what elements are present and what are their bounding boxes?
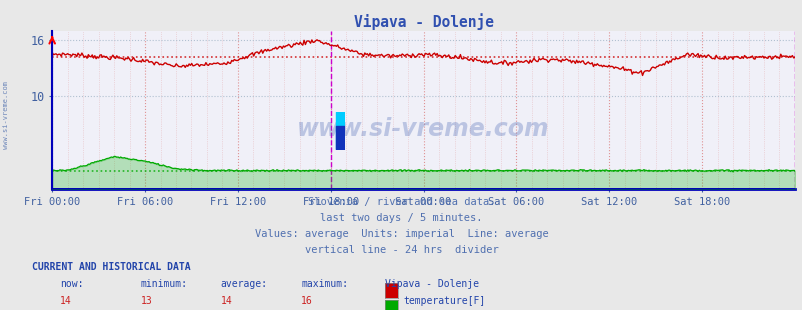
Text: 14: 14	[221, 296, 233, 306]
Text: 13: 13	[140, 296, 152, 306]
Text: temperature[F]: temperature[F]	[403, 296, 484, 306]
Text: last two days / 5 minutes.: last two days / 5 minutes.	[320, 213, 482, 223]
Text: now:: now:	[60, 279, 83, 289]
Text: 14: 14	[60, 296, 72, 306]
Text: Slovenia / river and sea data.: Slovenia / river and sea data.	[307, 197, 495, 207]
Text: minimum:: minimum:	[140, 279, 188, 289]
Text: 16: 16	[301, 296, 313, 306]
Text: Values: average  Units: imperial  Line: average: Values: average Units: imperial Line: av…	[254, 229, 548, 239]
Text: average:: average:	[221, 279, 268, 289]
Text: Vipava - Dolenje: Vipava - Dolenje	[385, 279, 479, 289]
Text: maximum:: maximum:	[301, 279, 348, 289]
Title: Vipava - Dolenje: Vipava - Dolenje	[353, 13, 493, 30]
Text: www.si-vreme.com: www.si-vreme.com	[2, 81, 9, 149]
Text: www.si-vreme.com: www.si-vreme.com	[297, 117, 549, 141]
Text: vertical line - 24 hrs  divider: vertical line - 24 hrs divider	[304, 245, 498, 255]
Text: CURRENT AND HISTORICAL DATA: CURRENT AND HISTORICAL DATA	[32, 262, 191, 272]
